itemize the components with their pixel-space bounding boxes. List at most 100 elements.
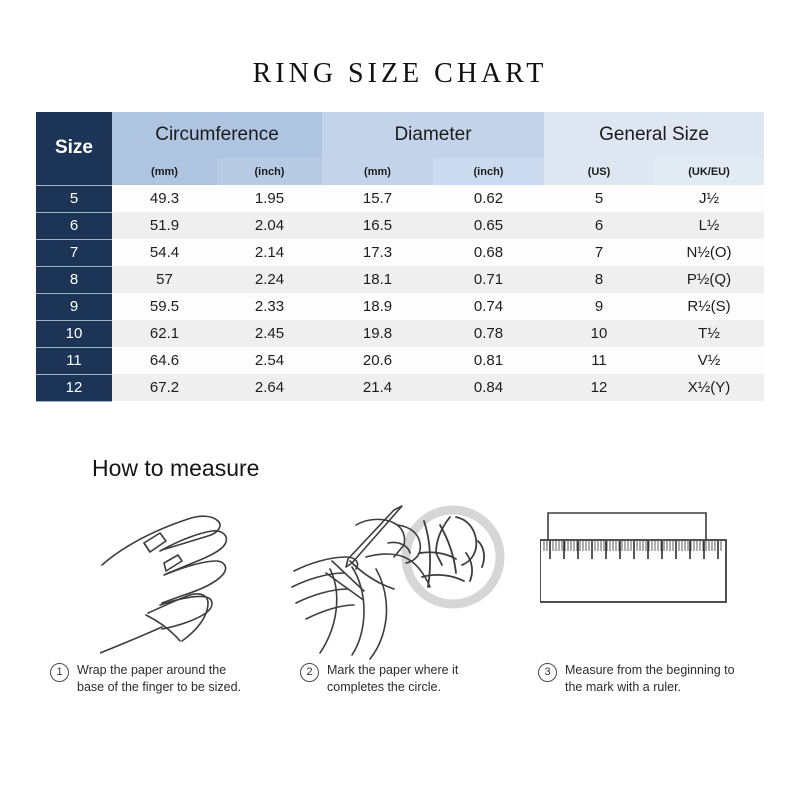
table-header-group-row: Size Circumference Diameter General Size: [36, 112, 764, 185]
column-header-circumference: Circumference: [112, 112, 322, 158]
step-text-2: Mark the paper where it completes the ci…: [327, 662, 458, 696]
illustrations-row: [0, 495, 800, 670]
cell-diam-in: 0.71: [433, 266, 544, 293]
column-subheader-circ-mm: (mm): [112, 158, 217, 185]
cell-uk-eu: L½: [654, 212, 764, 239]
paper-strip-outline: [547, 512, 707, 543]
cell-diam-in: 0.84: [433, 374, 544, 401]
cell-us: 12: [544, 374, 654, 401]
table-row: 6 51.9 2.04 16.5 0.65 6 L½: [36, 211, 764, 240]
cell-us: 9: [544, 293, 654, 320]
column-subheader-uk-eu: (UK/EU): [654, 158, 764, 185]
step-number-3: 3: [538, 663, 557, 682]
cell-diam-mm: 18.9: [322, 293, 433, 320]
cell-uk-eu: J½: [654, 185, 764, 212]
hand-with-paper-strip-icon: [99, 515, 228, 654]
step-caption-2: 2 Mark the paper where it completes the …: [300, 662, 535, 696]
cell-circ-mm: 49.3: [112, 185, 217, 212]
table-row: 12 67.2 2.64 21.4 0.84 12 X½(Y): [36, 373, 764, 402]
cell-us: 10: [544, 320, 654, 347]
ruler-major-ticks: [549, 541, 719, 559]
table-row: 7 54.4 2.14 17.3 0.68 7 N½(O): [36, 238, 764, 267]
illustration-measure-with-ruler: [539, 495, 770, 625]
step-text-3: Measure from the beginning to the mark w…: [565, 662, 735, 696]
cell-diam-mm: 16.5: [322, 212, 433, 239]
column-subheader-diam-mm: (mm): [322, 158, 433, 185]
cell-size: 5: [36, 184, 112, 213]
cell-circ-mm: 54.4: [112, 239, 217, 266]
cell-uk-eu: T½: [654, 320, 764, 347]
cell-uk-eu: X½(Y): [654, 374, 764, 401]
cell-diam-in: 0.74: [433, 293, 544, 320]
cell-diam-in: 0.78: [433, 320, 544, 347]
cell-circ-mm: 62.1: [112, 320, 217, 347]
cell-us: 8: [544, 266, 654, 293]
cell-size: 11: [36, 346, 112, 375]
table-header-unit-row: (mm) (inch) (mm) (inch) (US) (UK/EU): [36, 158, 764, 185]
cell-size: 6: [36, 211, 112, 240]
step-captions: 1 Wrap the paper around the base of the …: [0, 662, 800, 722]
table-body: 5 49.3 1.95 15.7 0.62 5 J½ 6 51.9 2.04 1…: [36, 184, 764, 402]
step-text-2-line1: Mark the paper where it: [327, 663, 459, 677]
ring-size-table: Size Circumference Diameter General Size…: [36, 112, 764, 402]
column-header-general-size: General Size: [544, 112, 764, 158]
cell-size: 7: [36, 238, 112, 267]
cell-us: 6: [544, 212, 654, 239]
cell-uk-eu: R½(S): [654, 293, 764, 320]
cell-diam-mm: 15.7: [322, 185, 433, 212]
cell-diam-in: 0.81: [433, 347, 544, 374]
illustration-mark-the-paper: [290, 495, 505, 660]
step-number-1: 1: [50, 663, 69, 682]
cell-us: 11: [544, 347, 654, 374]
step-text-3-line2: the mark with a ruler.: [565, 680, 682, 694]
cell-diam-mm: 21.4: [322, 374, 433, 401]
cell-us: 7: [544, 239, 654, 266]
column-header-size: Size: [36, 112, 112, 185]
step-text-3-line1: Measure from the beginning to: [565, 663, 735, 677]
step-caption-3: 3 Measure from the beginning to the mark…: [538, 662, 788, 696]
cell-diam-mm: 20.6: [322, 347, 433, 374]
cell-circ-in: 2.24: [217, 266, 322, 293]
magnifier-circle-icon: [401, 505, 505, 609]
cell-diam-in: 0.65: [433, 212, 544, 239]
how-to-measure-heading: How to measure: [92, 455, 260, 481]
cell-circ-in: 2.54: [217, 347, 322, 374]
hand-marking-with-pen-icon: [291, 505, 505, 660]
column-subheader-us: (US): [544, 158, 654, 185]
cell-uk-eu: N½(O): [654, 239, 764, 266]
cell-circ-in: 2.04: [217, 212, 322, 239]
cell-us: 5: [544, 185, 654, 212]
ring-size-table-container: Size Circumference Diameter General Size…: [36, 112, 764, 402]
cell-size: 8: [36, 265, 112, 294]
table-row: 11 64.6 2.54 20.6 0.81 11 V½: [36, 346, 764, 375]
cell-circ-mm: 57: [112, 266, 217, 293]
cell-circ-in: 2.45: [217, 320, 322, 347]
step-text-2-line2: completes the circle.: [327, 680, 441, 694]
table-header: Size Circumference Diameter General Size…: [36, 112, 764, 185]
cell-circ-in: 2.14: [217, 239, 322, 266]
cell-circ-in: 2.64: [217, 374, 322, 401]
cell-circ-mm: 51.9: [112, 212, 217, 239]
cell-circ-mm: 59.5: [112, 293, 217, 320]
ruler-body: [539, 539, 727, 603]
table-row: 8 57 2.24 18.1 0.71 8 P½(Q): [36, 265, 764, 294]
ruler-fine-ticks: [543, 541, 722, 551]
illustration-wrap-paper-around-finger: [99, 495, 295, 655]
table-row: 5 49.3 1.95 15.7 0.62 5 J½: [36, 184, 764, 213]
step-text-1-line1: Wrap the paper around the: [77, 663, 227, 677]
cell-circ-mm: 64.6: [112, 347, 217, 374]
cell-circ-in: 2.33: [217, 293, 322, 320]
page-title: RING SIZE CHART: [252, 58, 548, 89]
cell-diam-mm: 17.3: [322, 239, 433, 266]
cell-size: 9: [36, 292, 112, 321]
cell-uk-eu: V½: [654, 347, 764, 374]
cell-diam-in: 0.68: [433, 239, 544, 266]
step-text-1-line2: base of the finger to be sized.: [77, 680, 241, 694]
step-number-2: 2: [300, 663, 319, 682]
cell-size: 12: [36, 373, 112, 402]
column-header-diameter: Diameter: [322, 112, 544, 158]
cell-uk-eu: P½(Q): [654, 266, 764, 293]
table-row: 10 62.1 2.45 19.8 0.78 10 T½: [36, 319, 764, 348]
table-row: 9 59.5 2.33 18.9 0.74 9 R½(S): [36, 292, 764, 321]
cell-circ-in: 1.95: [217, 185, 322, 212]
